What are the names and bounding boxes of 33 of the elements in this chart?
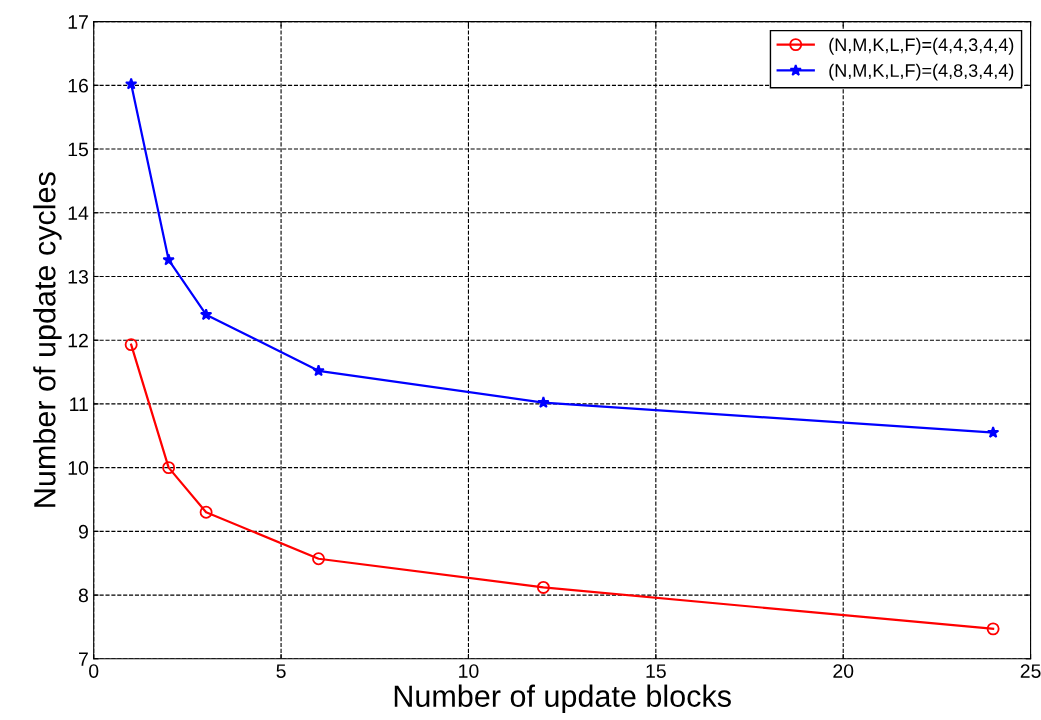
- point: [537, 396, 550, 409]
- point: [162, 461, 176, 475]
- y-tick-label: 8: [78, 588, 88, 603]
- x-tick-label: 0: [89, 664, 99, 678]
- point: [199, 308, 213, 321]
- legend-label: (N,M,K,L,F)=(4,8,3,4,4): [829, 63, 1014, 81]
- point: [162, 253, 175, 266]
- y-tick-label: 17: [68, 15, 88, 29]
- point: [536, 580, 550, 594]
- y-tick-label: 11: [70, 397, 88, 411]
- point: [986, 622, 1000, 636]
- x-tick-label: 20: [833, 664, 854, 678]
- x-tick-label: 5: [276, 664, 286, 678]
- point: [312, 552, 326, 566]
- point: [199, 505, 213, 519]
- x-axis-title: Number of update blocks: [394, 684, 731, 714]
- y-tick-label: 13: [68, 269, 88, 284]
- y-tick-label: 15: [68, 142, 89, 157]
- x-tick-label: 10: [459, 664, 479, 678]
- y-tick-label: 9: [78, 524, 88, 539]
- y-tick-label: 7: [79, 652, 88, 666]
- point: [124, 338, 138, 352]
- y-tick-label: 16: [68, 78, 88, 93]
- y-tick-label: 12: [68, 333, 88, 348]
- x-tick-label: 15: [646, 664, 666, 678]
- y-axis-title: Number of update cycles: [33, 172, 62, 507]
- point: [312, 364, 325, 377]
- legend-label: (N,M,K,L,F)=(4,4,3,4,4): [829, 37, 1014, 55]
- point: [124, 77, 138, 90]
- point: [986, 426, 1000, 438]
- y-tick-label: 14: [68, 206, 89, 220]
- x-tick-label: 25: [1020, 664, 1041, 678]
- y-tick-label: 10: [68, 461, 89, 475]
